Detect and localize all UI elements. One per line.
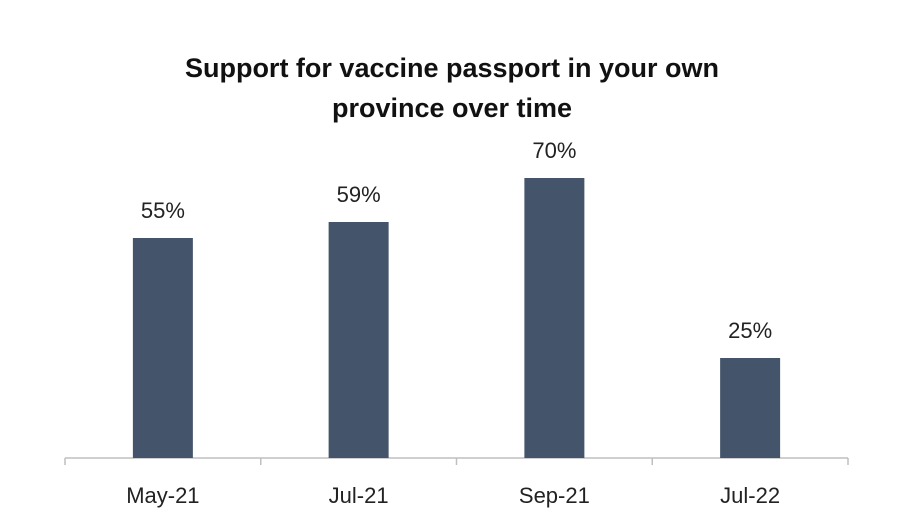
chart-title-line-1: Support for vaccine passport in your own bbox=[184, 53, 720, 83]
chart-title: Support for vaccine passport in your own… bbox=[0, 48, 904, 128]
x-tick-label: Sep-21 bbox=[519, 483, 590, 508]
bar bbox=[720, 358, 781, 458]
bar bbox=[524, 178, 585, 458]
bar bbox=[132, 238, 193, 458]
x-tick-label: May-21 bbox=[126, 483, 199, 508]
data-label: 55% bbox=[141, 198, 185, 223]
chart-title-line-2: province over time bbox=[331, 93, 573, 123]
data-label: 70% bbox=[532, 138, 576, 163]
x-tick-label: Jul-22 bbox=[720, 483, 780, 508]
bar bbox=[328, 222, 389, 458]
x-tick-label: Jul-21 bbox=[329, 483, 389, 508]
data-label: 25% bbox=[728, 318, 772, 343]
data-label: 59% bbox=[337, 182, 381, 207]
